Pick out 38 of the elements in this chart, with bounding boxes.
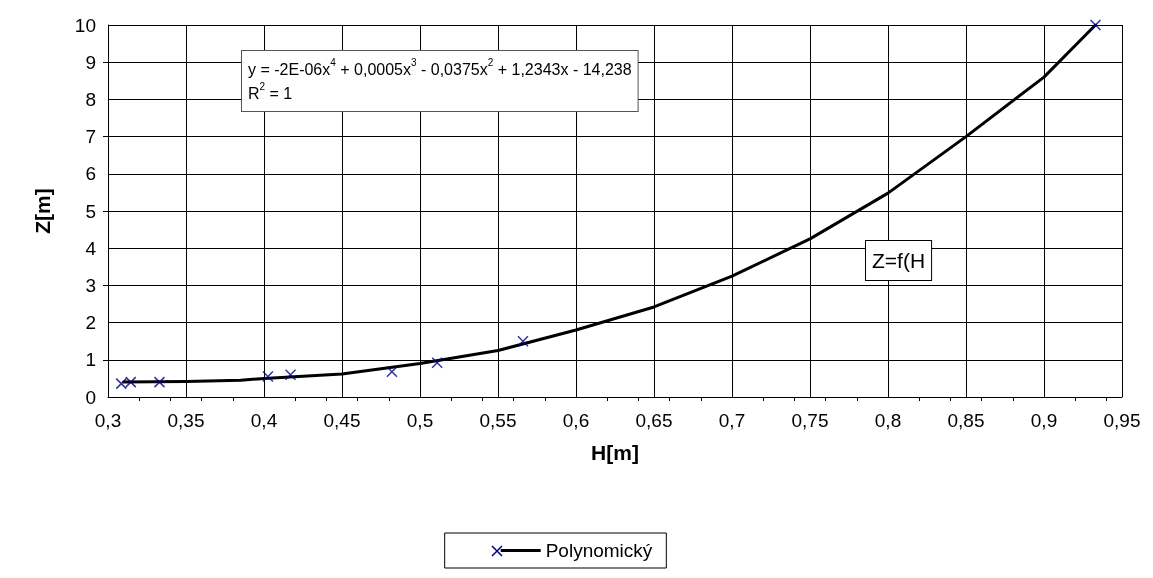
point xyxy=(125,376,137,388)
x-tick-label: 0,95 xyxy=(1103,410,1141,431)
y-tick-label: 5 xyxy=(85,200,96,222)
y-tick-label: 2 xyxy=(85,312,96,334)
y-tick-label: 3 xyxy=(85,274,96,296)
x-tick-label: 0,55 xyxy=(479,410,517,431)
x-tick-label: 0,6 xyxy=(562,410,590,431)
point xyxy=(262,370,274,383)
x-tick-label: 0,4 xyxy=(250,410,278,431)
point xyxy=(1089,19,1102,31)
y-tick-label: 1 xyxy=(85,349,96,371)
y-tick-label: 9 xyxy=(85,51,96,73)
annotation: Z=f(H xyxy=(872,249,926,272)
y-tick-label: 6 xyxy=(85,163,96,185)
point xyxy=(431,357,443,369)
point xyxy=(153,376,166,388)
y-tick-label: 8 xyxy=(85,88,96,110)
y-tick-label: 0 xyxy=(85,386,96,408)
y-tick-label: 4 xyxy=(85,237,97,259)
y-axis-title: Z[m] xyxy=(31,188,54,234)
x-tick-label: 0,8 xyxy=(874,410,902,431)
x-axis-title: H[m] xyxy=(591,441,639,464)
x-tick-label: 0,5 xyxy=(406,410,434,431)
x-tick-label: 0,3 xyxy=(94,410,122,431)
point xyxy=(517,335,529,347)
x-tick-label: 0,9 xyxy=(1030,410,1058,431)
point xyxy=(386,365,398,378)
x-tick-label: 0,65 xyxy=(635,410,673,431)
legend-label: Polynomický xyxy=(545,540,653,561)
x-tick-label: 0,7 xyxy=(718,410,746,431)
x-tick-label: 0,45 xyxy=(323,410,361,431)
point xyxy=(284,368,297,381)
x-tick-label: 0,85 xyxy=(947,410,985,431)
x-tick-label: 0,75 xyxy=(791,410,829,431)
x-tick-label: 0,35 xyxy=(167,410,205,431)
y-tick-label: 10 xyxy=(74,14,96,36)
point xyxy=(115,377,128,390)
y-tick-label: 7 xyxy=(85,126,96,148)
